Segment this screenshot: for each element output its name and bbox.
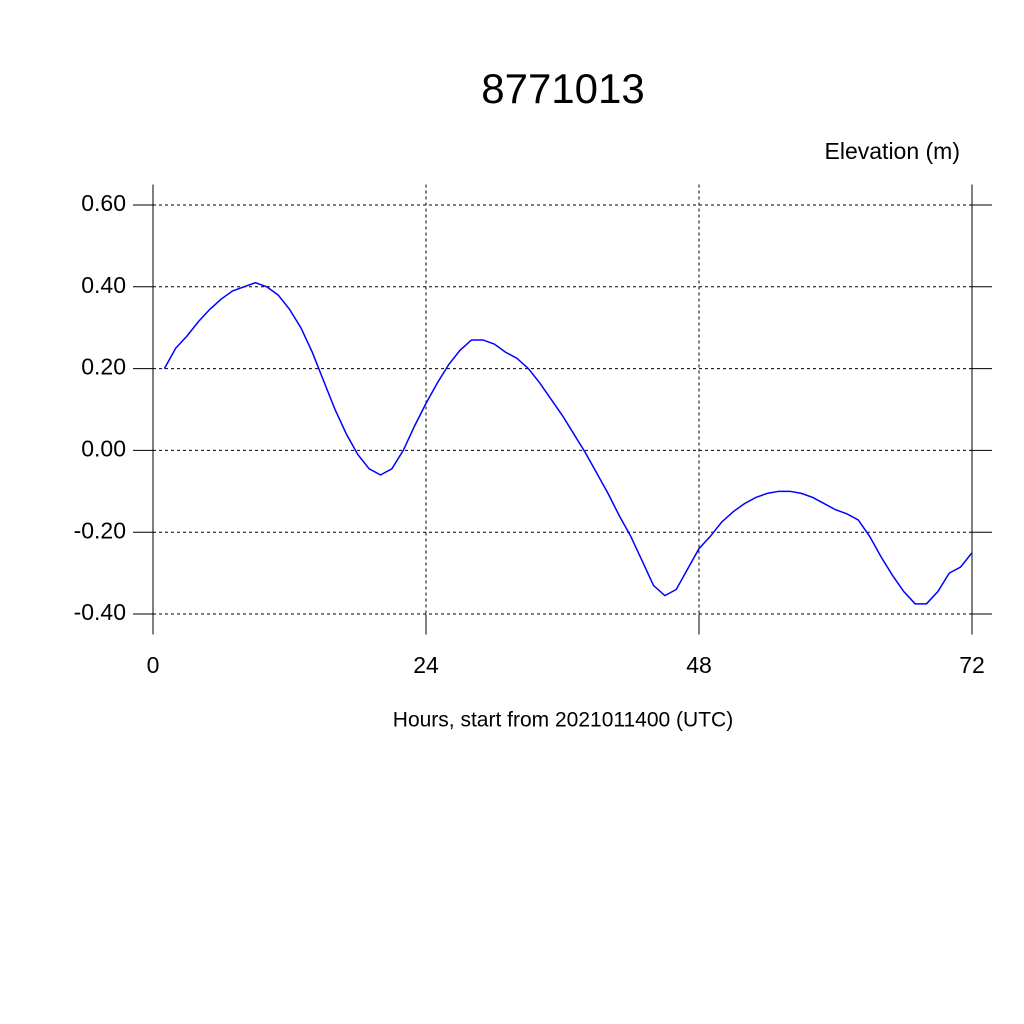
y-tick-label: 0.20 <box>81 354 126 380</box>
y-tick-label: -0.40 <box>74 599 126 625</box>
x-tick-label: 72 <box>959 652 985 678</box>
chart-title: 8771013 <box>481 65 645 112</box>
x-tick-label: 48 <box>686 652 712 678</box>
x-axis-label: Hours, start from 2021011400 (UTC) <box>393 709 733 732</box>
y-tick-label: 0.60 <box>81 190 126 216</box>
y-tick-label: 0.40 <box>81 272 126 298</box>
x-tick-label: 24 <box>413 652 439 678</box>
x-tick-label: 0 <box>147 652 160 678</box>
y-tick-label: 0.00 <box>81 435 126 461</box>
axis-unit-label: Elevation (m) <box>825 138 960 164</box>
y-tick-label: -0.20 <box>74 517 126 543</box>
data-line <box>163 281 973 605</box>
